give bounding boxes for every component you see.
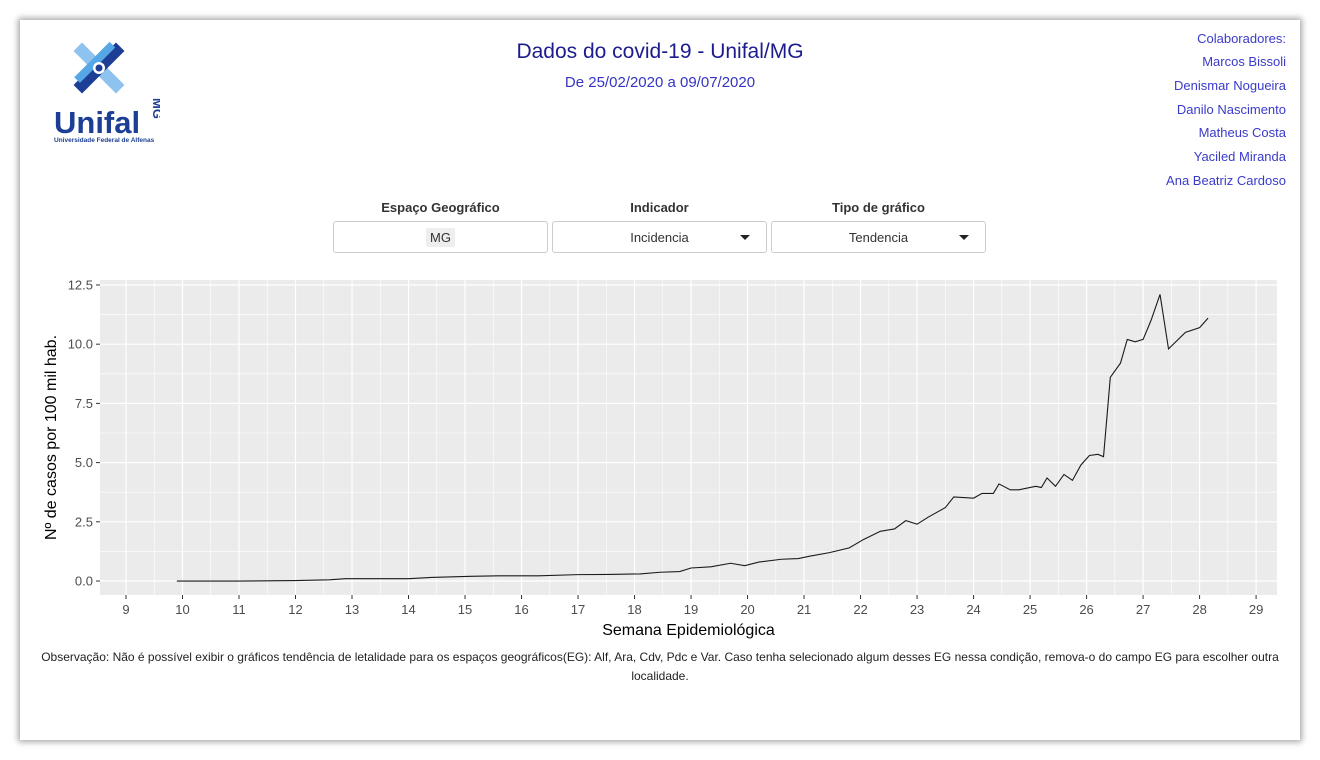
logo-name: Unifal (54, 105, 140, 140)
dropdown[interactable]: Incidencia (552, 221, 767, 253)
selected-value: Tendencia (848, 230, 909, 245)
collaborator: Matheus Costa (1198, 125, 1286, 141)
selected-value: Incidencia (630, 230, 689, 245)
collaborator: Danilo Nascimento (1176, 101, 1286, 117)
x-tick-label: 18 (627, 602, 641, 617)
x-tick-label: 29 (1249, 602, 1263, 617)
dropdown-arrow (740, 235, 750, 240)
chart: 0.0 2.5 5.0 7.5 10.0 12.5 9 10 11 12 13 14 15 16 17 18 1… (43, 277, 1277, 639)
collaborator: Marcos Bissoli (1202, 54, 1286, 69)
control-value: Tendencia (772, 230, 985, 245)
x-tick-label: 13 (345, 602, 359, 617)
logo-mark (73, 41, 125, 94)
selected-value: MG (426, 228, 455, 247)
x-tick-label: 17 (571, 602, 585, 617)
logo-caption: Universidade Federal de Alfenas (54, 137, 155, 144)
x-tick-label: 9 (122, 602, 129, 617)
dropdown-arrow (959, 235, 969, 240)
x-tick-label: 11 (232, 602, 246, 617)
collaborator: Ana Beatriz Cardoso (1166, 173, 1286, 188)
collaborators-heading: Colaboradores: (1197, 31, 1286, 46)
control-value: Incidencia (553, 230, 766, 245)
control-label: Espaço Geográfico (381, 200, 500, 215)
y-tick-label: 5.0 (75, 455, 93, 470)
x-tick-label: 22 (853, 602, 867, 617)
x-tick-label: 10 (175, 602, 189, 617)
logo-suffix: MG (150, 98, 160, 119)
card: Unifal MG Universidade Federal de Alfena… (20, 20, 1300, 740)
x-tick-label: 28 (1192, 602, 1206, 617)
y-tick-label: 2.5 (75, 514, 93, 529)
logo: Unifal MG Universidade Federal de Alfena… (54, 41, 160, 144)
y-tick-label: 7.5 (75, 396, 93, 411)
y-tick-label: 0.0 (75, 574, 93, 589)
x-tick-label: 12 (288, 602, 302, 617)
x-tick-label: 25 (1023, 602, 1037, 617)
subtitle: De 25/02/2020 a 09/07/2020 (564, 74, 756, 91)
control-value: MG (334, 228, 547, 247)
x-tick-label: 27 (1136, 602, 1150, 617)
x-tick-label: 26 (1079, 602, 1093, 617)
title: Dados do covid-19 - Unifal/MG (516, 40, 804, 63)
y-axis-title: Nº de casos por 100 mil hab. (43, 335, 60, 540)
x-tick-label: 21 (797, 602, 811, 617)
dropdown[interactable]: Tendencia (771, 221, 986, 253)
x-tick-label: 23 (910, 602, 924, 617)
x-tick-label: 24 (966, 602, 980, 617)
x-tick-label: 16 (514, 602, 528, 617)
x-axis-title: Semana Epidemiológica (602, 622, 775, 639)
x-tick-label: 14 (401, 602, 415, 617)
note: Observação: Não é possível exibir o gráf… (41, 650, 1279, 683)
control-label: Indicador (630, 200, 689, 215)
y-tick-label: 10.0 (68, 337, 93, 352)
collaborator: Yaciled Miranda (1193, 149, 1286, 165)
x-tick-label: 19 (684, 602, 698, 617)
x-tick-label: 20 (740, 602, 754, 617)
y-tick-label: 12.5 (68, 277, 93, 292)
text-input[interactable]: MG (333, 221, 548, 253)
control-label: Tipo de gráfico (832, 200, 925, 215)
x-tick-label: 15 (458, 602, 472, 617)
plot-panel (100, 280, 1277, 595)
data-line (176, 294, 1209, 582)
collaborator: Denismar Nogueira (1174, 77, 1286, 93)
